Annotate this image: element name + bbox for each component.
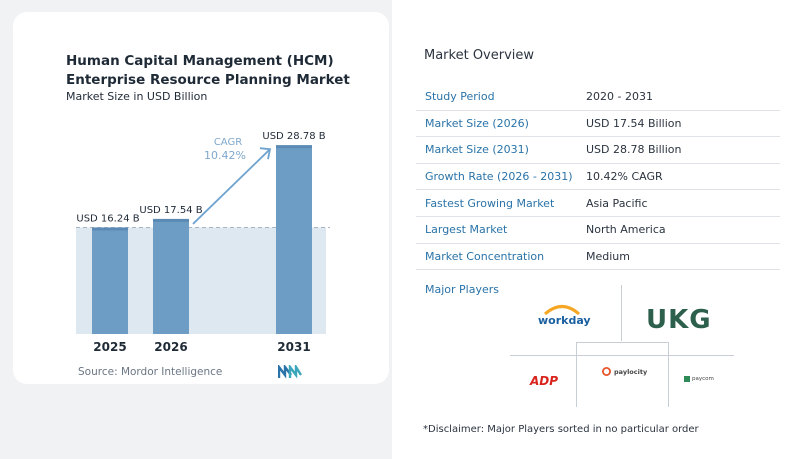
bar-value-label: USD 17.54 B [139,205,202,216]
cagr-arrow-head [259,147,272,160]
row-value: USD 28.78 Billion [586,143,682,157]
grid-divider [576,342,577,407]
bar [276,145,312,334]
bar-cap [276,145,312,149]
major-players-title: Major Players [425,283,499,296]
paylocity-name: paylocity [614,367,648,376]
overview-title: Market Overview [424,48,535,63]
bar-chart: USD 16.24 B 2025 USD 17.54 B 2026 USD 28.78 … [76,131,330,354]
grid-divider [621,285,622,341]
row-key: Fastest Growing Market [425,196,555,210]
workday-logo: workday [538,314,591,327]
table-row: Largest Market North America [416,217,780,244]
source-note: Source: Mordor Intelligence [78,366,223,378]
row-value: USD 17.54 Billion [586,116,682,130]
table-row: Market Size (2031) USD 28.78 Billion [416,137,780,164]
disclaimer: *Disclaimer: Major Players sorted in no … [423,424,699,435]
row-value: 2020 - 2031 [586,90,653,104]
cagr-label: CAGR [214,137,242,148]
category-label: 2031 [277,340,310,354]
table-row: Growth Rate (2026 - 2031) 10.42% CAGR [416,164,780,191]
row-key: Growth Rate (2026 - 2031) [425,170,573,184]
grid-divider [576,342,668,343]
chart-title: Human Capital Management (HCM) Enterpris… [66,53,350,88]
major-players-grid: workday UKG ADP paylocity paycom [510,285,734,407]
row-key: Largest Market [425,223,508,237]
row-key: Study Period [425,90,495,104]
chart-subtitle: Market Size in USD Billion [66,90,208,103]
row-key: Market Concentration [425,249,545,263]
grid-divider [668,342,669,407]
bar-value-label: USD 16.24 B [76,213,139,224]
table-row: Study Period 2020 - 2031 [416,84,780,111]
table-row: Fastest Growing Market Asia Pacific [416,190,780,217]
bar-cap [92,227,128,231]
grid-divider [510,355,734,356]
cagr-value: 10.42% [204,149,246,162]
category-label: 2026 [154,340,187,354]
bar-value-label: USD 28.78 B [262,131,325,142]
bar-cap [153,218,189,222]
cagr-arrow [192,148,271,225]
paycom-name: paycom [692,376,714,382]
paylocity-icon [602,367,611,376]
table-row: Market Concentration Medium [416,244,780,271]
row-value: Asia Pacific [586,196,648,210]
bar [92,227,128,334]
paycom-logo: paycom [684,376,714,382]
category-label: 2025 [93,340,126,354]
ukg-logo: UKG [646,305,712,335]
row-value: Medium [586,249,630,263]
paylocity-logo: paylocity [602,367,647,376]
workday-arc-icon [544,305,580,315]
paycom-icon [684,376,690,382]
row-value: North America [586,223,666,237]
bar [153,218,189,334]
mordor-logo-icon [277,362,303,383]
overview-table: Study Period 2020 - 2031 Market Size (20… [416,84,780,271]
row-key: Market Size (2031) [425,143,529,157]
table-row: Market Size (2026) USD 17.54 Billion [416,111,780,138]
row-key: Market Size (2026) [425,116,529,130]
adp-logo: ADP [530,374,559,388]
row-value: 10.42% CAGR [586,170,663,184]
overview-panel [392,0,800,459]
